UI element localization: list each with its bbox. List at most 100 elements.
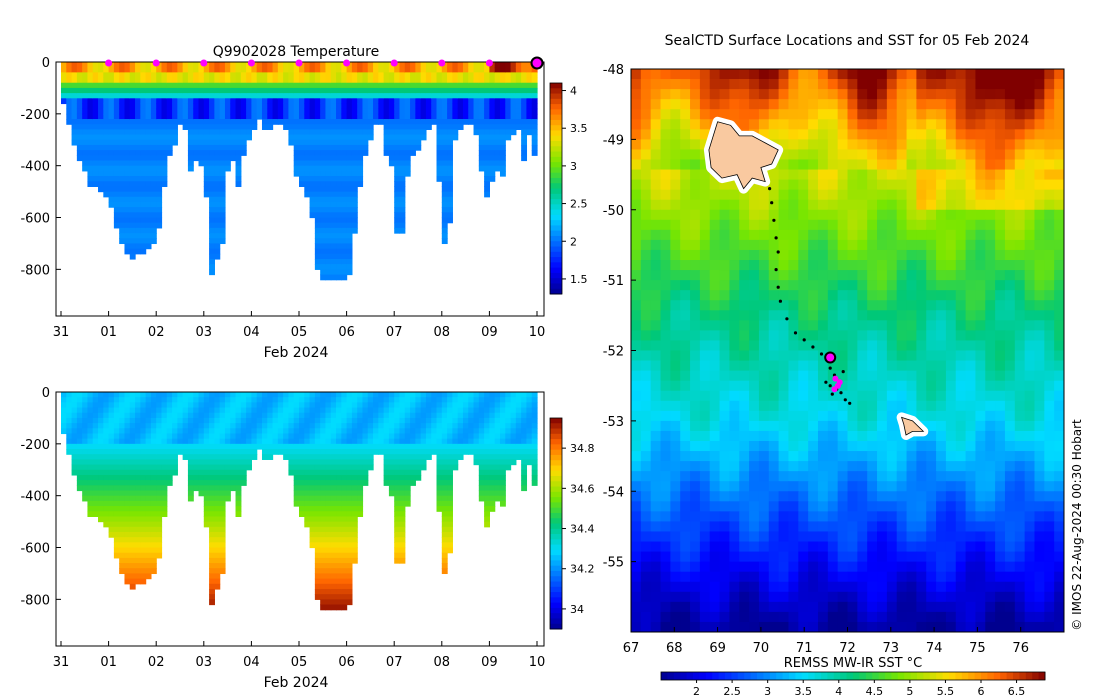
- temperature-cell: [224, 72, 231, 79]
- salinity-cell: [124, 542, 131, 549]
- salinity-cell: [209, 573, 215, 580]
- salinity-cell: [394, 516, 401, 523]
- temperature-cell: [441, 134, 448, 141]
- temperature-cell: [187, 144, 194, 151]
- temperature-cell: [246, 134, 252, 141]
- sst-cell: [837, 79, 849, 90]
- temperature-cell: [436, 155, 443, 162]
- salinity-cell: [76, 428, 83, 435]
- temperature-cell: [135, 170, 141, 177]
- temperature-cell: [299, 150, 305, 156]
- temperature-cell: [124, 201, 131, 208]
- temperature-cell: [214, 170, 221, 177]
- salinity-cell: [447, 490, 453, 497]
- sst-cell: [847, 99, 858, 110]
- salinity-cell: [92, 417, 99, 424]
- salinity-cell: [172, 397, 178, 403]
- salinity-cell: [145, 495, 152, 502]
- salinity-cell: [113, 500, 120, 507]
- colorbar-segment: [550, 465, 562, 472]
- temperature-cell: [309, 181, 316, 187]
- salinity-cell: [357, 417, 364, 424]
- sst-cell: [670, 179, 681, 191]
- salinity-cell: [431, 433, 438, 440]
- temperature-cell: [415, 108, 422, 115]
- sst-cell: [886, 129, 898, 140]
- salinity-cell: [299, 428, 305, 435]
- sst-cell: [817, 169, 829, 181]
- salinity-cell: [436, 469, 443, 476]
- salinity-cell: [346, 449, 353, 455]
- temperature-cell: [351, 160, 358, 167]
- temperature-cell: [71, 72, 78, 79]
- temperature-cell: [156, 129, 163, 136]
- temperature-cell: [135, 87, 141, 94]
- temperature-cell: [521, 144, 528, 151]
- temperature-cell: [166, 113, 173, 120]
- sst-cell: [699, 159, 711, 171]
- sst-cell: [886, 179, 898, 191]
- salinity-cell: [304, 443, 311, 450]
- temperature-cell: [505, 77, 512, 84]
- sst-cell: [877, 169, 888, 181]
- salinity-cell: [129, 563, 136, 569]
- salinity-cell: [346, 511, 353, 517]
- temperature-cell: [447, 201, 453, 208]
- salinity-cell: [394, 485, 401, 492]
- salinity-cell: [415, 459, 422, 466]
- temperature-cell: [457, 119, 464, 125]
- temperature-cell: [489, 87, 496, 94]
- temperature-cell: [198, 119, 205, 125]
- salinity-cell: [119, 392, 126, 398]
- salinity-cell: [388, 469, 395, 476]
- temperature-cell: [119, 72, 126, 79]
- salinity-cell: [336, 485, 342, 492]
- temperature-cell: [531, 108, 538, 115]
- temperature-cell: [441, 119, 448, 125]
- sst-cell: [916, 109, 927, 120]
- salinity-cell: [473, 443, 480, 450]
- salinity-cell: [283, 417, 290, 424]
- salinity-cell: [145, 392, 152, 398]
- temperature-cell: [140, 176, 147, 182]
- sst-cell: [916, 139, 927, 151]
- salinity-cell: [150, 402, 157, 409]
- temperature-cell: [135, 222, 141, 229]
- y-tick-label: -400: [20, 490, 50, 505]
- temperature-cell: [283, 93, 290, 99]
- salinity-cell: [468, 423, 475, 429]
- sst-cell: [788, 139, 799, 151]
- temperature-cell: [214, 201, 221, 208]
- sst-cell: [965, 119, 977, 130]
- salinity-cell: [129, 485, 136, 492]
- sst-cell: [1044, 89, 1055, 100]
- salinity-cell: [489, 392, 496, 398]
- salinity-cell: [425, 443, 432, 450]
- salinity-cell: [415, 423, 422, 429]
- temperature-cell: [330, 144, 337, 151]
- temperature-cell: [140, 217, 147, 224]
- temperature-cell: [129, 165, 136, 172]
- sst-cell: [660, 209, 671, 221]
- temperature-cell: [521, 103, 528, 110]
- temperature-cell: [87, 62, 94, 68]
- sst-cell: [768, 79, 780, 90]
- sst-cell: [768, 109, 780, 120]
- salinity-cell: [87, 428, 94, 435]
- salinity-cell: [82, 480, 89, 486]
- salinity-cell: [246, 397, 252, 403]
- temperature-cell: [410, 103, 416, 110]
- temperature-cell: [156, 82, 163, 89]
- temperature-cell: [521, 77, 528, 84]
- salinity-cell: [293, 490, 300, 497]
- salinity-cell: [150, 469, 157, 476]
- temperature-cell: [373, 103, 379, 110]
- sst-cell: [660, 109, 671, 120]
- temperature-cell: [182, 103, 189, 110]
- surfacing-marker: [295, 59, 303, 67]
- sst-cell: [1004, 199, 1016, 211]
- salinity-cell: [172, 428, 178, 435]
- salinity-cell: [156, 480, 163, 486]
- temperature-cell: [452, 93, 459, 99]
- salinity-cell: [124, 407, 131, 414]
